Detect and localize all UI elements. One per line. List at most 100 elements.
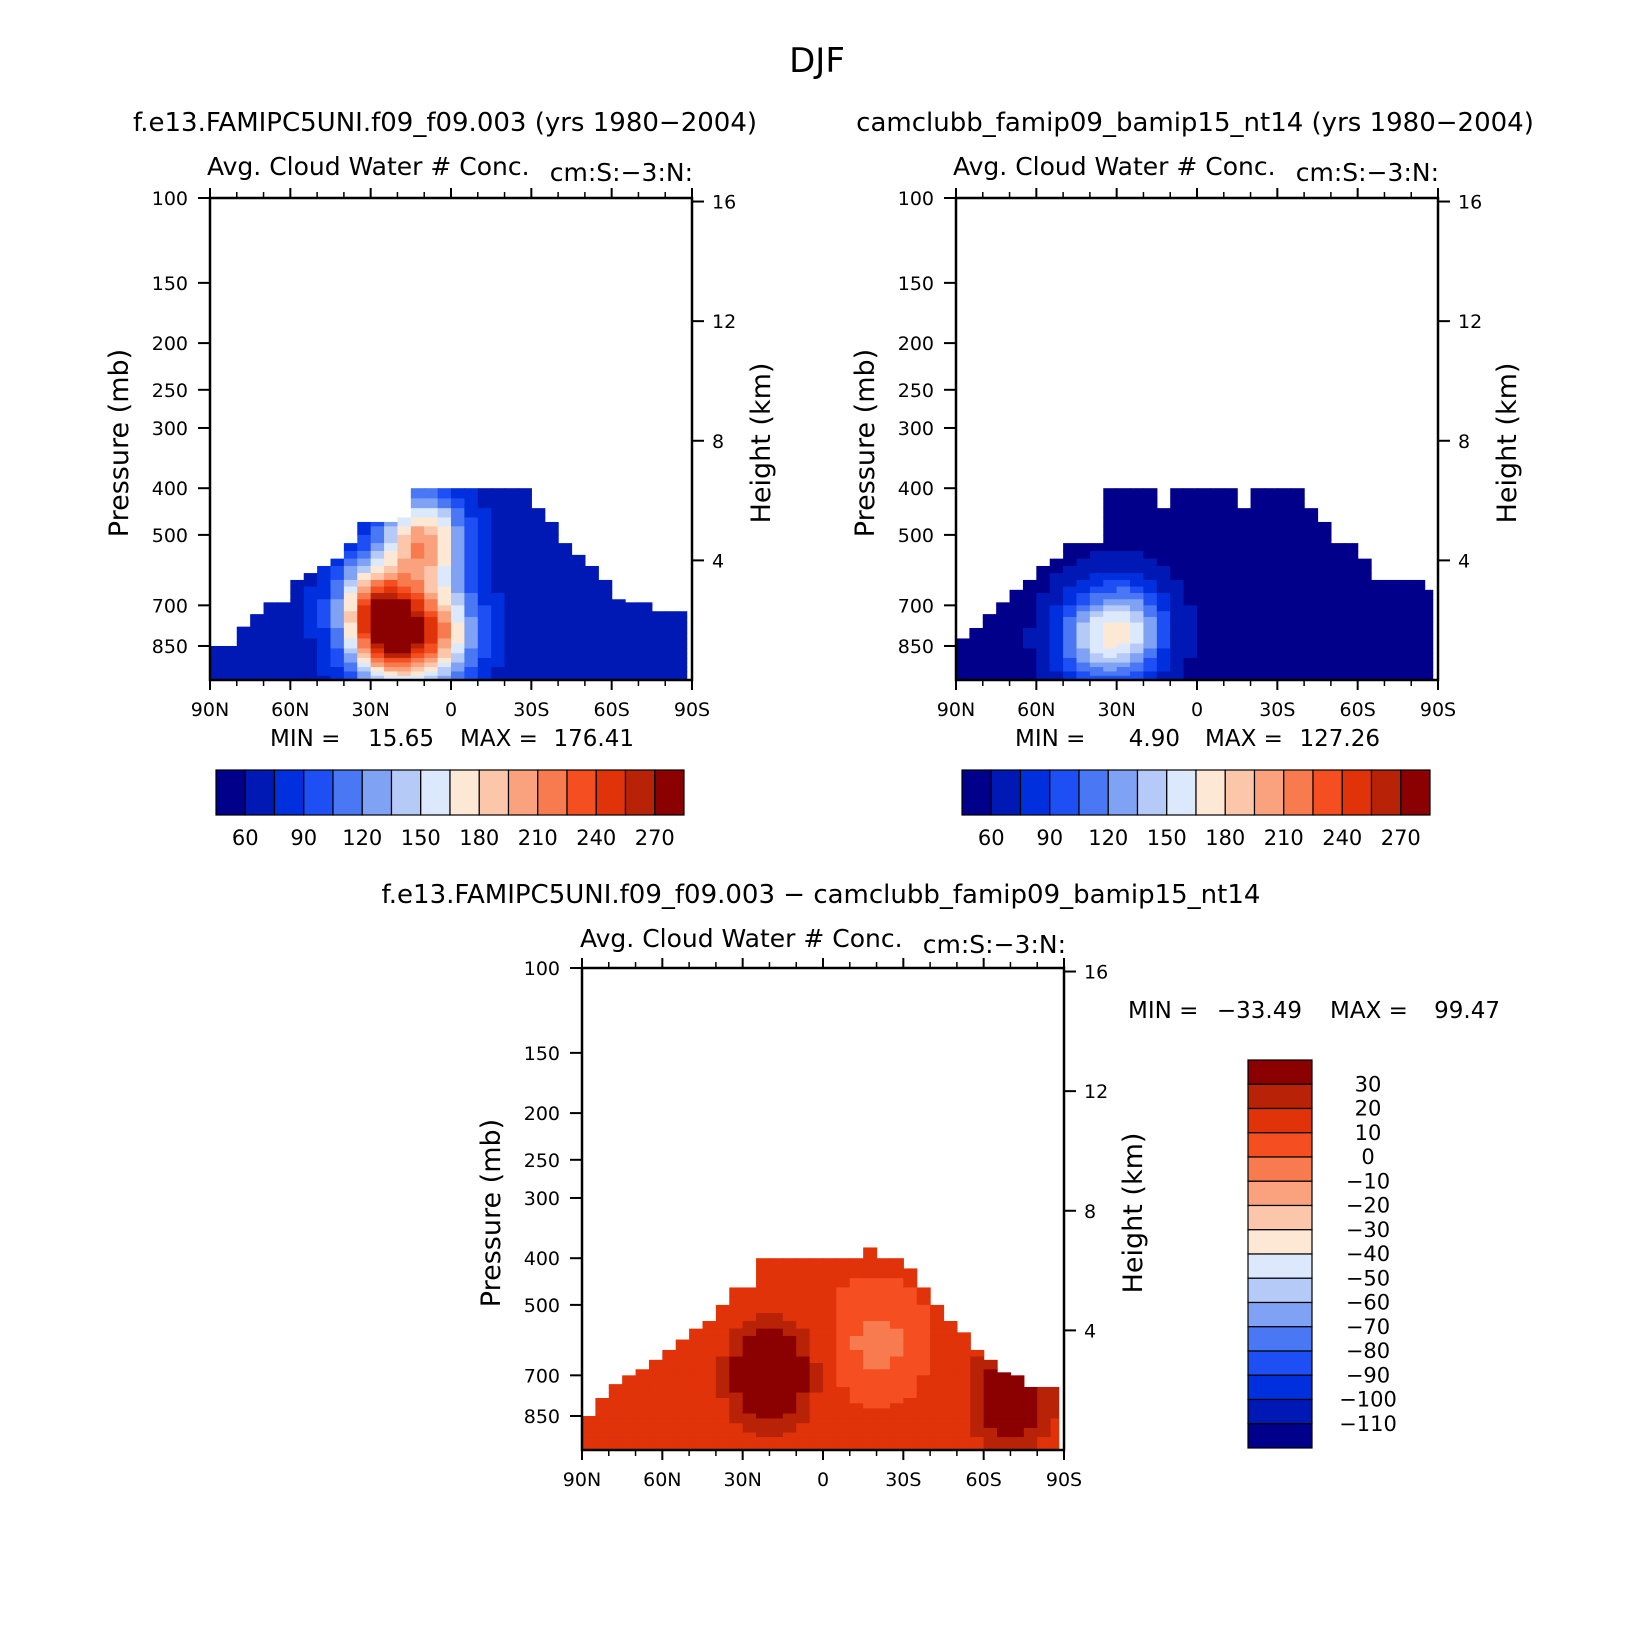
field-cell: [504, 605, 519, 612]
field-cell: [1076, 551, 1091, 560]
field-cell: [809, 1304, 824, 1314]
field-cell: [796, 1321, 811, 1330]
field-cell: [531, 543, 546, 552]
colorbar-label: 0: [1361, 1145, 1374, 1169]
panel-1-subtitle-left: Avg. Cloud Water # Conc.: [207, 152, 530, 181]
colorbar-label: 120: [1088, 826, 1128, 850]
y-tick-label: 700: [898, 595, 934, 617]
field-cell: [250, 671, 265, 677]
field-cell: [1357, 605, 1372, 612]
field-cell: [290, 605, 305, 612]
field-cell: [370, 648, 385, 654]
field-cell: [1371, 662, 1386, 668]
panel-3-max-label: MAX =: [1330, 998, 1408, 1024]
field-cell: [836, 1335, 851, 1344]
field-cell: [796, 1343, 811, 1351]
field-cell: [863, 1356, 878, 1364]
field-cell: [1384, 599, 1399, 606]
field-cell: [1223, 657, 1238, 664]
field-cell: [1237, 653, 1252, 659]
field-cell: [1304, 616, 1319, 624]
field-cell: [782, 1397, 797, 1404]
field-cell: [970, 1392, 985, 1399]
field-cell: [782, 1369, 797, 1376]
field-cell: [982, 667, 997, 673]
field-cell: [357, 534, 372, 544]
field-cell: [782, 1278, 797, 1289]
field-cell: [1317, 579, 1332, 588]
field-cell: [437, 526, 452, 536]
field-cell: [1063, 643, 1078, 650]
field-cell: [983, 1423, 998, 1429]
field-cell: [729, 1304, 744, 1314]
field-cell: [1210, 565, 1225, 574]
field-cell: [1357, 657, 1372, 664]
field-cell: [983, 1408, 998, 1415]
field-cell: [584, 565, 599, 574]
field-cell: [849, 1413, 864, 1420]
field-cell: [317, 622, 332, 629]
field-cell: [970, 1427, 985, 1434]
field-cell: [397, 558, 412, 567]
field-cell: [317, 657, 332, 664]
y-tick-label: 850: [524, 1406, 560, 1428]
field-cell: [357, 638, 372, 645]
field-cell: [1022, 593, 1037, 600]
field-cell: [464, 565, 479, 574]
field-cell: [1036, 593, 1051, 600]
field-cell: [1250, 488, 1265, 500]
field-cell: [1130, 627, 1145, 634]
figure-title: DJF: [789, 41, 845, 81]
field-cell: [1103, 605, 1118, 612]
field-cell: [675, 1445, 690, 1451]
field-cell: [689, 1408, 704, 1415]
field-cell: [1371, 627, 1386, 634]
field-cell: [1116, 498, 1131, 509]
field-cell: [1183, 551, 1198, 560]
field-cell: [397, 667, 412, 673]
field-cell: [1036, 633, 1051, 640]
field-cell: [236, 675, 251, 681]
field-cell: [702, 1356, 717, 1364]
field-cell: [384, 653, 399, 659]
field-cell: [1277, 638, 1292, 645]
field-cell: [1223, 508, 1238, 519]
field-cell: [1250, 605, 1265, 612]
field-cell: [531, 627, 546, 634]
field-cell: [1009, 671, 1024, 677]
field-cell: [983, 1392, 998, 1399]
field-cell: [956, 1392, 971, 1399]
field-cell: [675, 1413, 690, 1420]
field-cell: [1103, 616, 1118, 624]
panel-1-max-label: MAX =: [460, 726, 538, 752]
field-cell: [638, 657, 653, 664]
field-cell: [769, 1437, 784, 1443]
field-cell: [876, 1356, 891, 1364]
field-cell: [1116, 648, 1131, 654]
field-cell: [876, 1386, 891, 1394]
field-cell: [1050, 1423, 1060, 1429]
field-cell: [1183, 488, 1198, 500]
field-cell: [1130, 579, 1145, 588]
field-cell: [903, 1418, 918, 1424]
field-cell: [742, 1403, 757, 1410]
field-cell: [809, 1445, 824, 1451]
field-cell: [1049, 586, 1064, 594]
field-cell: [1183, 565, 1198, 574]
field-cell: [956, 1386, 971, 1394]
field-cell: [1130, 671, 1145, 677]
colorbar-swatch: [1400, 769, 1431, 816]
field-cell: [782, 1375, 797, 1382]
field-cell: [809, 1375, 824, 1382]
field-cell: [638, 671, 653, 677]
field-cell: [983, 1375, 998, 1382]
field-cell: [410, 671, 425, 677]
field-cell: [370, 675, 385, 681]
colorbar-swatch: [990, 769, 1022, 816]
field-cell: [1089, 675, 1104, 681]
field-cell: [276, 662, 291, 668]
field-cell: [678, 611, 688, 618]
field-cell: [504, 498, 519, 509]
field-cell: [1384, 605, 1399, 612]
field-cell: [1143, 565, 1158, 574]
